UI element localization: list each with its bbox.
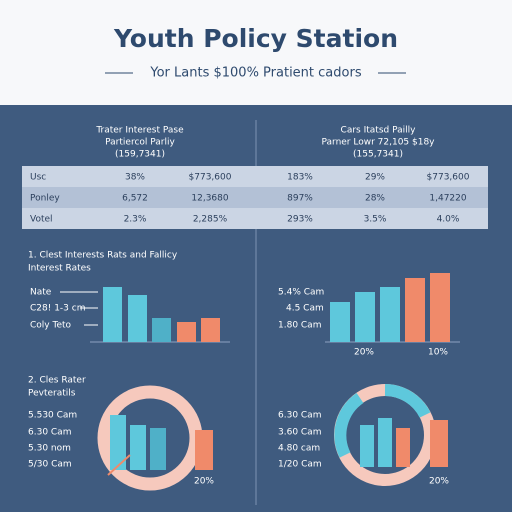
bar: [130, 425, 146, 470]
label: 4.5 Cam: [286, 304, 324, 314]
heading: Parner Lowr 72,105 $18y: [321, 138, 435, 148]
section-title: 2. Cles Rater: [28, 376, 86, 386]
table-cell: Ponley: [30, 194, 60, 204]
bar: [150, 428, 166, 470]
table-cell: 4.0%: [437, 215, 460, 225]
heading: Trater Interest Pase: [95, 126, 184, 136]
label: 5/30 Cam: [28, 460, 72, 470]
bar: [405, 278, 425, 342]
subtitle: Yor Lants $100% Pratient cadors: [149, 66, 361, 81]
table-cell: 29%: [365, 173, 385, 183]
table-row: [22, 208, 488, 229]
table-cell: 38%: [125, 173, 145, 183]
table-cell: Votel: [30, 215, 53, 225]
label: 5.30 nom: [28, 444, 71, 454]
bar: [152, 318, 171, 342]
axis-label: 20%: [429, 477, 449, 487]
label: 5.530 Cam: [28, 411, 77, 421]
label: Nate: [30, 288, 52, 298]
heading: (155,7341): [353, 150, 403, 160]
bar: [380, 287, 400, 342]
table-cell: 2.3%: [124, 215, 147, 225]
axis-label: 10%: [428, 348, 448, 358]
panel-headings: Trater Interest Pase Partiercol Parliy (…: [95, 126, 435, 160]
table-cell: 293%: [287, 215, 313, 225]
bar-chart-right: 5.4% Cam 4.5 Cam 1.80 Cam 20% 10%: [278, 273, 460, 358]
label: 6.30 Cam: [28, 428, 71, 438]
table-cell: Usc: [30, 173, 46, 183]
label: 1.80 Cam: [278, 321, 321, 331]
table-cell: 1,47220: [429, 194, 466, 204]
table-cell: $773,600: [427, 173, 470, 183]
label: Coly Teto: [30, 321, 72, 331]
bar: [360, 425, 374, 467]
bar: [396, 428, 410, 467]
bar: [195, 430, 213, 470]
bar: [110, 415, 126, 470]
bar: [177, 322, 196, 342]
heading: Cars Itatsd Pailly: [341, 126, 417, 136]
table-cell: 28%: [365, 194, 385, 204]
heading: (159,7341): [115, 150, 165, 160]
table-cell: 183%: [287, 173, 313, 183]
title: Youth Policy Station: [113, 24, 398, 53]
bar: [430, 273, 450, 342]
table-cell: 6,572: [122, 194, 148, 204]
bar: [430, 420, 448, 467]
section-title: Interest Rates: [28, 264, 91, 274]
label: 4.80 cam: [278, 444, 320, 454]
table-cell: 3.5%: [364, 215, 387, 225]
donut-right: 6.30 Cam 3.60 Cam 4.80 cam 1/20 Cam 20%: [278, 384, 449, 487]
ring-arc: [384, 384, 431, 418]
table-cell: 2,285%: [193, 215, 228, 225]
bar: [330, 302, 350, 342]
label: 1/20 Cam: [278, 460, 322, 470]
section-title: 1. Clest Interests Rats and Fallicy: [28, 251, 178, 261]
label: 6.30 Cam: [278, 411, 321, 421]
table-cell: 12,3680: [191, 194, 228, 204]
table-row: [22, 187, 488, 208]
label: 3.60 Cam: [278, 428, 321, 438]
section-title: Pevteratils: [28, 389, 76, 399]
ring-arc: [334, 393, 364, 458]
bar: [378, 418, 392, 467]
label: C28! 1-3 cm: [30, 304, 85, 314]
bar: [201, 318, 220, 342]
bar: [103, 287, 122, 342]
table-cell: $773,600: [189, 173, 232, 183]
axis-label: 20%: [194, 477, 214, 487]
label: 5.4% Cam: [278, 288, 324, 298]
table-cell: 897%: [287, 194, 313, 204]
bar-chart-left: Nate C28! 1-3 cm Coly Teto: [30, 287, 230, 343]
table: Usc 38% $773,600 183% 29% $773,600 Ponley 6,572…: [22, 166, 488, 229]
heading: Partiercol Parliy: [105, 138, 175, 148]
axis-label: 20%: [354, 348, 374, 358]
donut-left: 5.530 Cam 6.30 Cam 5.30 nom 5/30 Cam 20%: [28, 385, 214, 491]
bar: [355, 292, 375, 342]
table-row: [22, 166, 488, 187]
bar: [128, 295, 147, 342]
pointer: [107, 454, 131, 476]
